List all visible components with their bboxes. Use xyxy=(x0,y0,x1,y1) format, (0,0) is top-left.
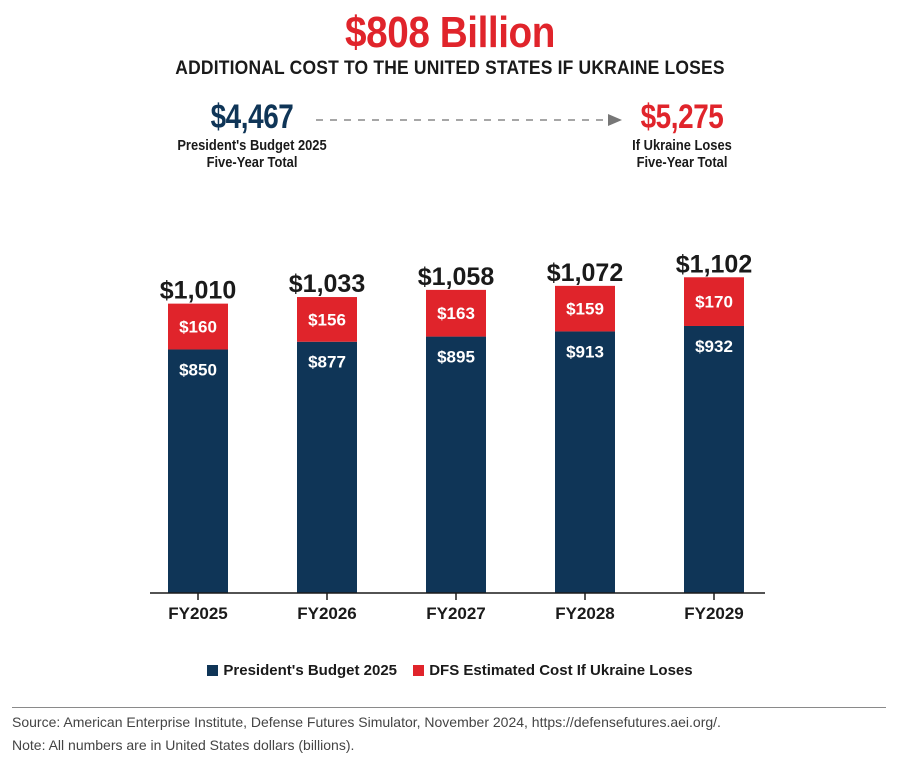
stacked-bar-chart: $850 $160 $1,010 FY2025 $877 $156 $1,033 FY2026… xyxy=(150,250,765,623)
bar-budget-fy2029 xyxy=(684,325,744,593)
bar-budget-fy2026 xyxy=(297,341,357,593)
x-tick-label-fy2029: FY2029 xyxy=(684,604,744,623)
x-tick-label-fy2026: FY2026 xyxy=(297,604,357,623)
total-label-fy2028: $1,072 xyxy=(547,259,623,287)
legend-swatch-budget xyxy=(207,665,219,676)
x-tick-label-fy2027: FY2027 xyxy=(426,604,486,623)
budget-total-label-line2: Five-Year Total xyxy=(206,154,298,171)
value-label-dfs-fy2029: $170 xyxy=(695,293,733,312)
bar-budget-fy2028 xyxy=(555,331,615,593)
bar-dfs-fy2029 xyxy=(684,277,744,326)
total-label-fy2029: $1,102 xyxy=(676,250,752,278)
bar-dfs-fy2025 xyxy=(168,303,228,350)
chart-legend: President's Budget 2025 DFS Estimated Co… xyxy=(0,662,900,680)
value-label-dfs-fy2025: $160 xyxy=(179,318,217,337)
bar-dfs-fy2026 xyxy=(297,297,357,342)
loss-total-value: $5,275 xyxy=(640,98,724,136)
value-label-dfs-fy2026: $156 xyxy=(308,310,346,329)
loss-total-label-line2: Five-Year Total xyxy=(636,154,728,171)
legend-swatch-dfs xyxy=(413,665,425,676)
legend-item-dfs: DFS Estimated Cost If Ukraine Loses xyxy=(413,662,693,679)
dashed-arrow-icon xyxy=(316,114,622,126)
bar-budget-fy2027 xyxy=(426,336,486,593)
value-label-budget-fy2027: $895 xyxy=(437,348,475,367)
value-label-budget-fy2029: $932 xyxy=(695,337,733,356)
bar-dfs-fy2028 xyxy=(555,285,615,332)
value-label-budget-fy2025: $850 xyxy=(179,360,217,379)
bar-dfs-fy2027 xyxy=(426,289,486,337)
budget-total-block: $4,467 President's Budget 2025 Five-Year… xyxy=(152,97,352,171)
budget-total-value: $4,467 xyxy=(210,98,294,136)
bar-budget-fy2025 xyxy=(168,349,228,593)
loss-total-block: $5,275 If Ukraine Loses Five-Year Total xyxy=(582,97,782,171)
headline: $808 Billion xyxy=(345,8,555,57)
total-label-fy2027: $1,058 xyxy=(418,263,495,291)
x-tick-label-fy2028: FY2028 xyxy=(555,604,615,623)
legend-label-dfs: DFS Estimated Cost If Ukraine Loses xyxy=(429,662,693,679)
value-label-budget-fy2026: $877 xyxy=(308,353,346,372)
value-label-budget-fy2028: $913 xyxy=(566,342,604,361)
legend-label-budget: President's Budget 2025 xyxy=(223,662,398,679)
value-label-dfs-fy2028: $159 xyxy=(566,300,604,319)
budget-total-label-line1: President's Budget 2025 xyxy=(177,137,327,154)
chart-subtitle: ADDITIONAL COST TO THE UNITED STATES IF … xyxy=(175,58,725,79)
value-label-dfs-fy2027: $163 xyxy=(437,304,475,323)
legend-item-budget: President's Budget 2025 xyxy=(207,662,397,679)
footer-divider xyxy=(12,707,886,708)
loss-total-label-line1: If Ukraine Loses xyxy=(632,137,732,154)
units-note: Note: All numbers are in United States d… xyxy=(12,737,355,753)
x-tick-label-fy2025: FY2025 xyxy=(168,604,228,623)
total-label-fy2025: $1,010 xyxy=(160,277,236,305)
source-note: Source: American Enterprise Institute, D… xyxy=(12,714,721,730)
total-label-fy2026: $1,033 xyxy=(289,270,365,298)
